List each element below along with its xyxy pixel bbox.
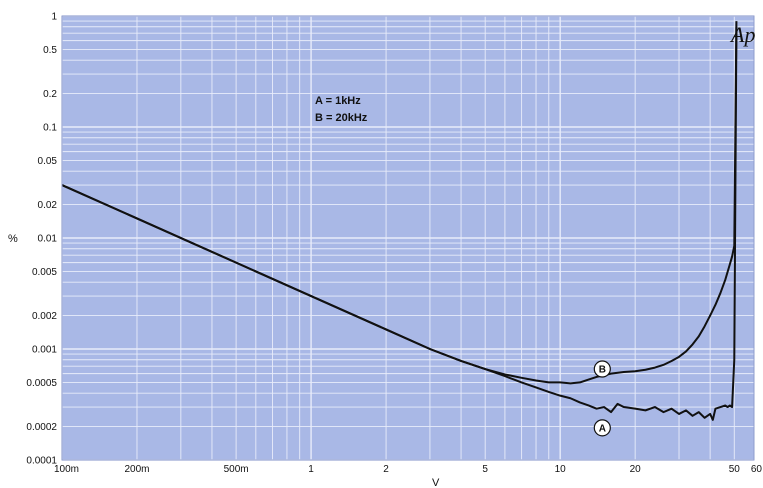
y-tick-labels: 1 0.5 0.2 0.1 0.05 0.02 0.01 0.005 0.002 0.001 0.0… bbox=[26, 12, 57, 467]
y-tick-label: 0.0001 bbox=[26, 456, 57, 467]
y-axis-label: % bbox=[8, 233, 18, 245]
x-tick-label: 200m bbox=[124, 464, 149, 475]
series-markers: AB bbox=[593, 360, 611, 437]
x-axis-label: V bbox=[432, 477, 440, 488]
x-tick-label: 2 bbox=[383, 464, 389, 475]
plot-frame bbox=[61, 15, 755, 461]
legend-entry-a: A = 1kHz bbox=[315, 95, 361, 107]
y-tick-label: 0.0002 bbox=[26, 422, 57, 433]
y-tick-label: 0.002 bbox=[32, 311, 57, 322]
y-tick-label: 0.01 bbox=[38, 234, 58, 245]
x-tick-label: 10 bbox=[555, 464, 567, 475]
series-marker-label-a: A bbox=[599, 423, 606, 434]
x-tick-label: 500m bbox=[224, 464, 249, 475]
series-marker-a bbox=[593, 419, 611, 437]
x-tick-label: 5 bbox=[482, 464, 488, 475]
series-layer bbox=[61, 21, 738, 421]
y-tick-label: 0.001 bbox=[32, 345, 57, 356]
legend-entry-b: B = 20kHz bbox=[315, 112, 368, 124]
series-marker-label-b: B bbox=[599, 365, 606, 376]
series-marker-b bbox=[593, 360, 611, 378]
y-tick-label: 1 bbox=[51, 12, 57, 23]
ap-logo: Ap bbox=[729, 22, 755, 47]
y-tick-label: 0.2 bbox=[43, 89, 57, 100]
x-tick-label: 20 bbox=[630, 464, 642, 475]
x-tick-label: 1 bbox=[308, 464, 314, 475]
y-tick-label: 0.005 bbox=[32, 267, 57, 278]
x-tick-label: 50 bbox=[729, 464, 741, 475]
y-tick-label: 0.02 bbox=[38, 200, 58, 211]
y-tick-label: 0.05 bbox=[38, 156, 58, 167]
y-tick-label: 0.5 bbox=[43, 45, 57, 56]
x-tick-labels: 100m 200m 500m 1 2 5 10 20 50 60 bbox=[54, 464, 762, 475]
legend: A = 1kHz B = 20kHz bbox=[315, 95, 368, 124]
series-line-b bbox=[61, 21, 738, 385]
x-tick-label: 60 bbox=[751, 464, 763, 475]
y-tick-label: 0.1 bbox=[43, 123, 57, 134]
y-tick-label: 0.0005 bbox=[26, 378, 57, 389]
x-tick-label: 100m bbox=[54, 464, 79, 475]
